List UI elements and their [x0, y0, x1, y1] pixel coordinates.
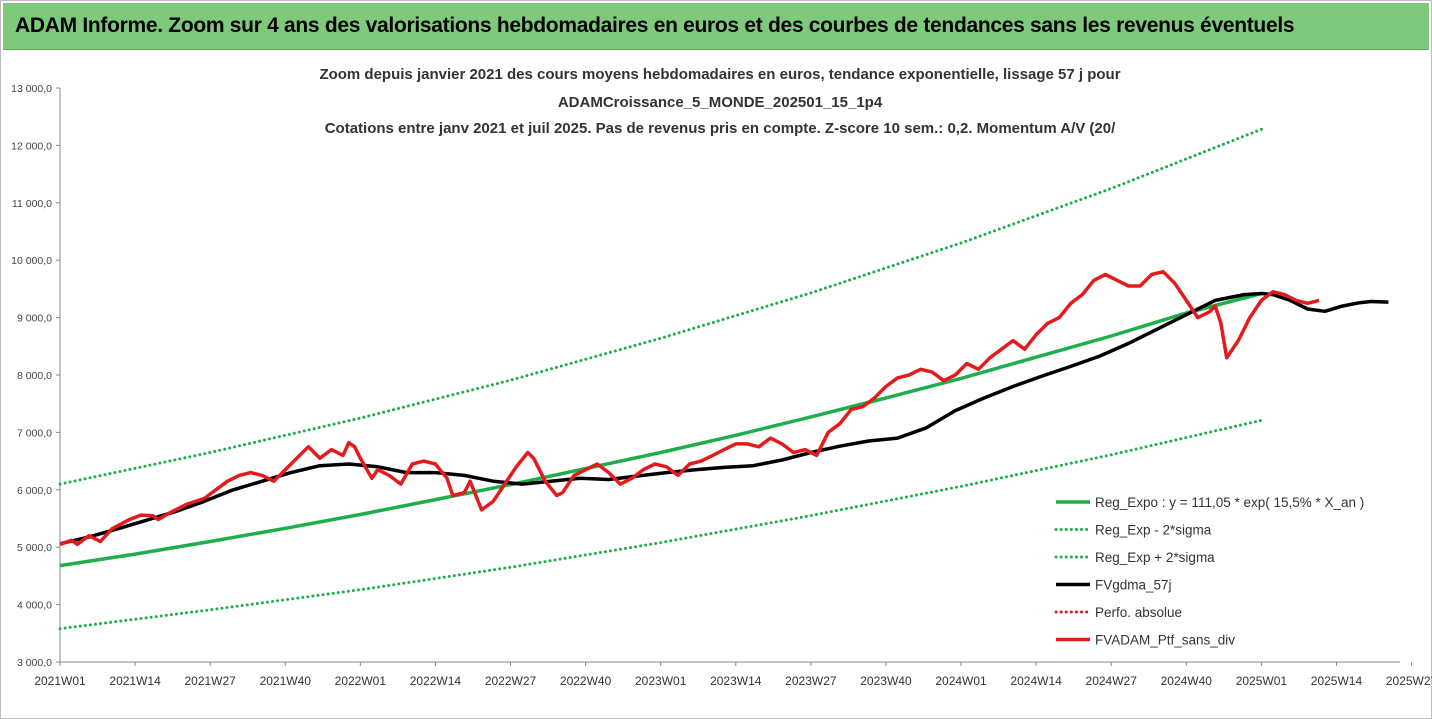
x-tick-label: 2024W14 [1010, 674, 1062, 688]
series-lines [58, 127, 1389, 631]
y-tick-label: 7 000,0 [17, 427, 52, 439]
legend-label: Reg_Expo : y = 111,05 * exp( 15,5% * X_a… [1095, 495, 1364, 510]
x-tick-label: 2022W40 [560, 674, 612, 688]
header-banner: ADAM Informe. Zoom sur 4 ans des valoris… [3, 3, 1429, 50]
x-tick-label: 2024W27 [1086, 674, 1138, 688]
legend-label: Reg_Exp - 2*sigma [1095, 523, 1212, 538]
legend-label: FVADAM_Ptf_sans_div [1095, 633, 1235, 648]
x-tick-label: 2023W14 [710, 674, 762, 688]
series-line-2 [58, 127, 1263, 486]
x-tick-label: 2023W27 [785, 674, 837, 688]
y-tick-label: 8 000,0 [17, 370, 52, 382]
chart-title-line: ADAMCroissance_5_MONDE_202501_15_1p4 [558, 94, 883, 111]
x-tick-label: 2023W40 [860, 674, 912, 688]
y-tick-label: 13 000,0 [11, 83, 52, 95]
x-tick-label: 2021W14 [109, 674, 161, 688]
x-tick-label: 2021W01 [34, 674, 86, 688]
x-tick-label: 2025W01 [1236, 674, 1288, 688]
x-tick-label: 2021W27 [184, 674, 236, 688]
legend: Reg_Expo : y = 111,05 * exp( 15,5% * X_a… [1054, 495, 1364, 648]
x-tick-label: 2025W27 [1386, 674, 1432, 688]
y-tick-label: 3 000,0 [17, 657, 52, 669]
y-tick-label: 11 000,0 [12, 198, 52, 210]
y-tick-label: 5 000,0 [17, 542, 52, 554]
series-line-1 [58, 418, 1263, 631]
x-tick-label: 2025W14 [1311, 674, 1363, 688]
x-tick-label: 2023W01 [635, 674, 687, 688]
y-tick-label: 6 000,0 [17, 485, 52, 497]
axes: 3 000,0 4 000,0 5 000,0 6 000,0 7 000,0 8 000… [11, 83, 1432, 688]
y-tick-label: 12 000,0 [11, 140, 52, 152]
series-line-0 [59, 291, 1262, 568]
chart-title-line: Cotations entre janv 2021 et juil 2025. … [325, 120, 1116, 137]
y-tick-label: 9 000,0 [17, 313, 52, 325]
series-line-3 [59, 291, 1389, 546]
y-tick-label: 4 000,0 [17, 600, 52, 612]
legend-label: Reg_Exp + 2*sigma [1095, 550, 1215, 565]
x-tick-label: 2024W40 [1161, 674, 1213, 688]
x-tick-label: 2021W40 [260, 674, 312, 688]
x-tick-label: 2024W01 [935, 674, 987, 688]
legend-label: Perfo. absolue [1095, 605, 1182, 620]
banner-title: ADAM Informe. Zoom sur 4 ans des valoris… [15, 14, 1295, 37]
x-tick-label: 2022W27 [485, 674, 537, 688]
series-line-5 [59, 269, 1320, 547]
x-tick-label: 2022W01 [335, 674, 387, 688]
chart-title: Zoom depuis janvier 2021 des cours moyen… [319, 66, 1120, 137]
y-tick-label: 10 000,0 [11, 255, 52, 267]
x-tick-label: 2022W14 [410, 674, 462, 688]
legend-label: FVgdma_57j [1095, 578, 1172, 593]
chart-title-line: Zoom depuis janvier 2021 des cours moyen… [319, 66, 1120, 83]
